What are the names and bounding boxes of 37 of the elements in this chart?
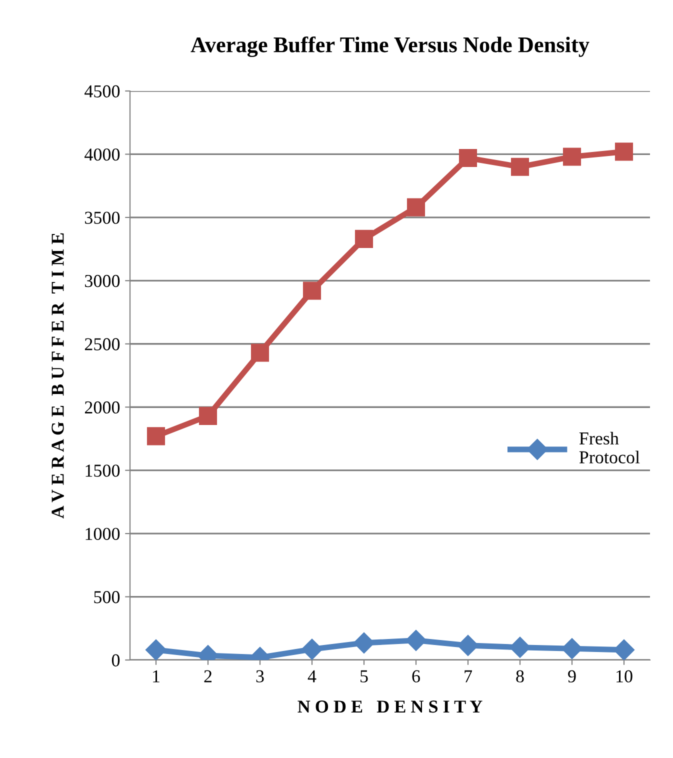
point xyxy=(458,148,478,168)
point xyxy=(146,427,166,446)
point xyxy=(510,158,530,176)
y-tick-label: 1500 xyxy=(86,464,120,477)
point xyxy=(198,406,218,425)
point xyxy=(406,198,426,216)
y-tick-label: 1000 xyxy=(86,528,120,540)
x-tick-label: 9 xyxy=(568,670,576,682)
x-tick-label: 1 xyxy=(153,670,160,682)
y-tick-label: 3000 xyxy=(85,274,120,288)
x-tick-label: 2 xyxy=(204,670,212,682)
y-tick-label: 4500 xyxy=(84,85,120,98)
x-tick-label: 6 xyxy=(412,670,420,682)
point xyxy=(354,230,374,248)
x-tick-label: 4 xyxy=(308,670,316,682)
y-tick-label: 0 xyxy=(112,654,120,666)
point xyxy=(405,630,427,651)
y-tick-label: 500 xyxy=(94,591,120,604)
y-tick-label: 2000 xyxy=(84,401,120,414)
x-tick-label: 7 xyxy=(464,670,472,682)
x-tick-label: 5 xyxy=(360,670,368,682)
y-axis-title: A V E R A G E B U F F E R T I M E xyxy=(52,233,64,518)
chart-title: Average Buffer Time Versus Node Density xyxy=(190,36,590,58)
x-tick-label: 8 xyxy=(516,670,524,682)
x-tick-label: 10 xyxy=(616,670,632,682)
point xyxy=(562,148,582,166)
x-tick-label: 3 xyxy=(256,670,264,682)
point xyxy=(250,344,270,362)
y-tick-label: 2500 xyxy=(84,338,120,350)
point xyxy=(145,639,167,660)
y-tick-label: 4000 xyxy=(84,148,120,161)
legend-label: Fresh Protocol xyxy=(579,432,640,464)
y-tick-label: 3500 xyxy=(85,212,120,224)
point xyxy=(302,282,322,300)
point xyxy=(301,638,323,660)
x-axis-title: N O D E D E N S I T Y xyxy=(298,700,482,713)
point xyxy=(614,142,634,161)
